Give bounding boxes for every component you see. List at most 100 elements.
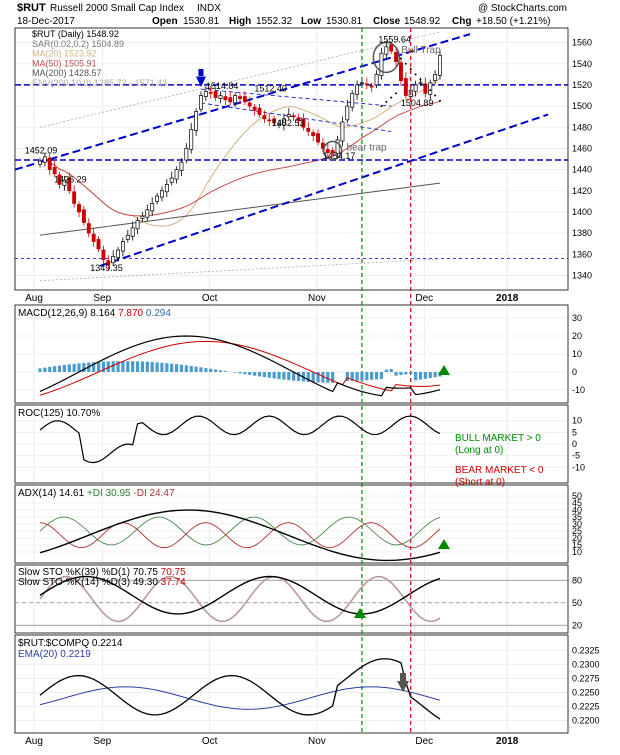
macd-histogram-bar xyxy=(68,364,71,372)
candle-body xyxy=(126,235,129,239)
macd-histogram-bar xyxy=(146,362,149,372)
sar-dot xyxy=(429,89,431,91)
candle-body xyxy=(87,224,90,234)
candle-body xyxy=(38,161,41,164)
candle-body xyxy=(292,116,295,117)
macd-histogram-bar xyxy=(53,366,56,372)
ohlc-high-label: High xyxy=(229,16,251,27)
y-tick-label: 1500 xyxy=(572,101,592,111)
y-tick-label: 1540 xyxy=(572,59,592,69)
macd-histogram-bar xyxy=(360,372,363,380)
candle-body xyxy=(194,111,197,130)
macd-histogram-bar xyxy=(73,364,76,372)
ma50-line xyxy=(40,102,440,216)
macd-histogram-bar xyxy=(180,365,183,372)
legend-part: 0.294 xyxy=(146,308,171,319)
macd-histogram-bar xyxy=(287,372,290,380)
candle-body xyxy=(82,210,85,223)
macd-histogram-bar xyxy=(214,370,217,372)
candle-body xyxy=(243,97,246,102)
candle-body xyxy=(121,242,124,252)
macd-histogram-bar xyxy=(112,361,115,372)
month-tick-label-bottom: Nov xyxy=(308,736,326,747)
chart-title-name: Russell 2000 Small Cap Index xyxy=(50,3,184,14)
y-tick-label: 50 xyxy=(572,491,582,501)
adx-line xyxy=(40,510,440,560)
y-tick-label: 20 xyxy=(572,620,582,630)
candle-body xyxy=(48,158,51,170)
candle-body xyxy=(346,106,349,120)
macd-histogram-bar xyxy=(141,362,144,372)
panel-frame-ratio xyxy=(15,635,568,733)
y-tick-label: -10 xyxy=(572,462,585,472)
macd-histogram-bar xyxy=(326,372,329,383)
panel-legend-roc: ROC(125) 10.70% xyxy=(18,408,100,419)
candle-body xyxy=(53,167,56,173)
roc-note: BEAR MARKET < 0 xyxy=(455,465,544,476)
minus-di-line xyxy=(40,523,440,548)
candle-body xyxy=(214,91,217,97)
macd-histogram-bar xyxy=(355,372,358,381)
macd-histogram-bar xyxy=(365,372,368,380)
macd-histogram-bar xyxy=(219,370,222,372)
candle-body xyxy=(312,133,315,136)
macd-histogram-bar xyxy=(243,372,246,374)
ohlc-high-value: 1552.32 xyxy=(256,16,293,27)
macd-histogram-bar xyxy=(429,372,432,378)
macd-histogram-bar xyxy=(48,367,51,372)
panel-legend-ratio-ema: EMA(20) 0.2219 xyxy=(18,649,91,660)
macd-histogram-bar xyxy=(238,372,241,373)
price-label: 1349.35 xyxy=(90,263,123,273)
y-tick-label: 1400 xyxy=(572,207,592,217)
candle-body xyxy=(438,55,441,75)
legend-part: 10.70% xyxy=(66,408,100,419)
y-tick-label: 30 xyxy=(572,313,582,323)
month-tick-label-top: Sep xyxy=(93,293,111,304)
candle-body xyxy=(234,96,237,103)
sar-dot xyxy=(415,73,417,75)
candle-body xyxy=(131,228,134,236)
panel-frames xyxy=(15,28,568,733)
candle-body xyxy=(190,129,193,149)
macd-histogram-bar xyxy=(185,365,188,372)
macd-histogram-bar xyxy=(175,364,178,372)
macd-histogram-bar xyxy=(58,366,61,372)
candle-body xyxy=(77,205,80,212)
macd-histogram-bar xyxy=(277,372,280,379)
candle-body xyxy=(136,220,139,228)
ohlc-open-label: Open xyxy=(152,16,178,27)
macd-histogram-bar xyxy=(312,372,315,382)
legend-part: MACD(12,26,9) xyxy=(18,308,87,319)
grid-layer xyxy=(15,28,568,733)
watermark: @ StockCharts.com xyxy=(478,3,567,14)
macd-histogram-bar xyxy=(385,370,388,372)
price-label: 1512.40 xyxy=(254,83,287,93)
macd-histogram-bar xyxy=(380,372,383,379)
chart-title-symbol: $RUT xyxy=(17,2,46,14)
ohlc-close-value: 1548.92 xyxy=(404,16,441,27)
macd-up-arrow-icon xyxy=(438,365,450,375)
sar-dot xyxy=(434,95,436,97)
y-tick-label: 1440 xyxy=(572,165,592,175)
candle-body xyxy=(429,83,432,95)
candle-body xyxy=(316,134,319,142)
macd-histogram-bar xyxy=(136,361,139,372)
indicator-panels xyxy=(15,28,568,733)
y-tick-label: 1560 xyxy=(572,38,592,48)
candle-body xyxy=(258,108,261,114)
macd-histogram-bar xyxy=(248,372,251,375)
sar-dot xyxy=(400,57,402,59)
y-tick-label: 10 xyxy=(572,416,582,426)
macd-histogram-bar xyxy=(394,372,397,376)
candle-body xyxy=(175,170,178,180)
candle-body xyxy=(219,96,222,99)
candle-body xyxy=(165,184,168,191)
legend-part: +DI 30.95 xyxy=(87,488,131,499)
panel-legend-macd: MACD(12,26,9) 8.164 7.870 0.294 xyxy=(18,308,171,319)
ohlc-open-value: 1530.81 xyxy=(183,16,220,27)
macd-histogram-bar xyxy=(194,367,197,372)
legend-part: Slow STO %K(14) %D(3) xyxy=(18,577,130,588)
y-tick-label: 0 xyxy=(572,439,577,449)
candle-body xyxy=(414,85,417,91)
legend-part: 8.164 xyxy=(90,308,115,319)
